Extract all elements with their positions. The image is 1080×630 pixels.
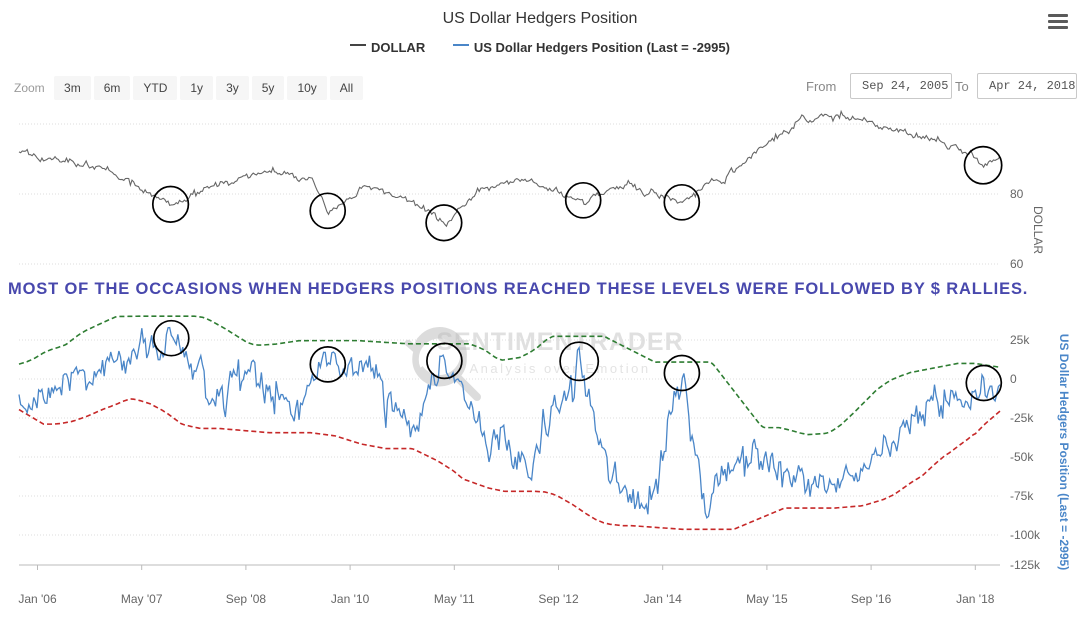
svg-text:May '07: May '07 xyxy=(121,592,163,606)
svg-text:Sep '12: Sep '12 xyxy=(538,592,579,606)
svg-text:Sep '16: Sep '16 xyxy=(851,592,892,606)
svg-text:Jan '18: Jan '18 xyxy=(956,592,995,606)
svg-text:60: 60 xyxy=(1010,257,1024,271)
svg-text:-125k: -125k xyxy=(1010,558,1041,572)
svg-text:Sep '08: Sep '08 xyxy=(226,592,267,606)
svg-text:May '15: May '15 xyxy=(746,592,788,606)
svg-text:-75k: -75k xyxy=(1010,489,1034,503)
svg-text:DOLLAR: DOLLAR xyxy=(1031,206,1045,254)
svg-text:US Dollar Hedgers Position (La: US Dollar Hedgers Position (Last = -2995… xyxy=(1057,334,1071,570)
svg-text:Jan '10: Jan '10 xyxy=(331,592,370,606)
svg-text:-100k: -100k xyxy=(1010,528,1041,542)
svg-text:-25k: -25k xyxy=(1010,411,1034,425)
svg-text:Jan '06: Jan '06 xyxy=(18,592,57,606)
svg-text:Jan '14: Jan '14 xyxy=(644,592,683,606)
svg-text:25k: 25k xyxy=(1010,333,1030,347)
svg-text:80: 80 xyxy=(1010,187,1024,201)
svg-text:0: 0 xyxy=(1010,372,1017,386)
svg-text:-50k: -50k xyxy=(1010,450,1034,464)
svg-text:May '11: May '11 xyxy=(434,592,475,606)
